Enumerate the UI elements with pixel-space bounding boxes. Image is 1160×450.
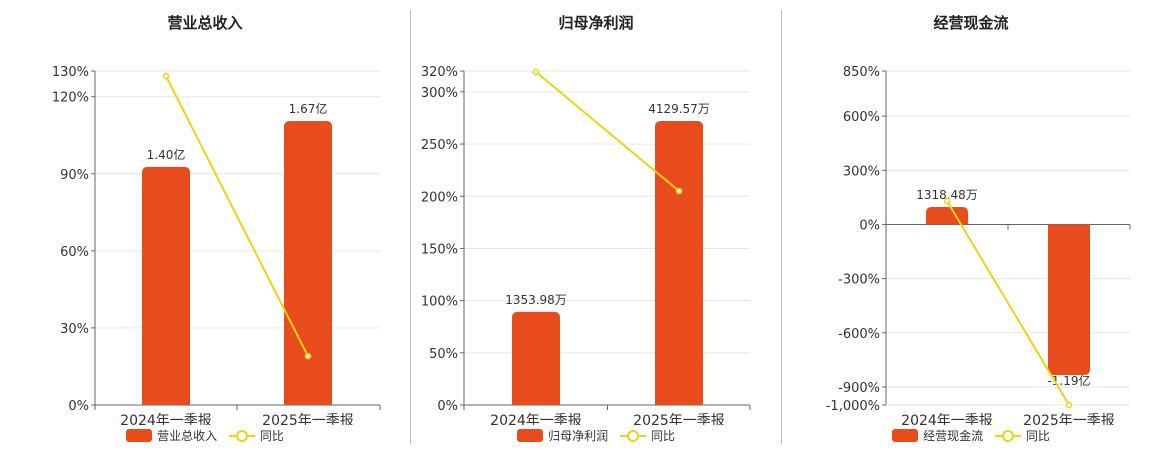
y-tick-label: 0% <box>437 399 458 414</box>
legend-item-line[interactable]: 同比 <box>228 427 284 444</box>
y-tick-label: 320% <box>421 65 458 80</box>
y-tick-label: 120% <box>52 91 89 106</box>
yoy-line <box>946 200 1070 406</box>
y-tick-label: 850% <box>843 65 880 80</box>
bar-swatch-icon <box>517 429 544 442</box>
bar <box>1048 224 1090 375</box>
y-tick-label: 100% <box>421 295 458 310</box>
y-tick-label: -1,000% <box>826 399 880 414</box>
y-tick-label: 130% <box>52 65 89 80</box>
net-profit-panel: 归母净利润 0% 50% 100% 150% 200% 250% 300% 320% 1353.… <box>411 0 781 450</box>
line-marker-icon <box>228 429 255 442</box>
yoy-line <box>165 75 309 357</box>
bar-data-label: 1.40亿 <box>147 147 186 162</box>
bar-data-label: 1353.98万 <box>505 293 567 307</box>
y-tick-label: -300% <box>838 273 880 288</box>
yoy-point <box>162 72 170 80</box>
y-tick-label: 90% <box>60 168 89 183</box>
legend-item-line[interactable]: 同比 <box>619 427 675 444</box>
line-marker-icon <box>994 429 1021 442</box>
yoy-point <box>675 187 683 195</box>
yoy-line <box>535 71 680 192</box>
chart-title: 经营现金流 <box>933 14 1009 32</box>
yoy-point <box>1065 401 1073 409</box>
legend-item-bar[interactable]: 营业总收入 <box>126 427 217 444</box>
legend-label: 同比 <box>1025 429 1050 443</box>
bar-data-label: -1.19亿 <box>1047 373 1090 388</box>
y-tick-label: 30% <box>60 322 89 337</box>
bar <box>284 121 332 405</box>
legend-label: 经营现金流 <box>923 429 984 443</box>
yoy-point <box>943 197 951 205</box>
y-tick-label: 250% <box>421 138 458 153</box>
legend: 归母净利润 同比 <box>411 427 781 444</box>
yoy-point <box>532 68 540 76</box>
y-tick-label: 150% <box>421 242 458 257</box>
legend-item-bar[interactable]: 经营现金流 <box>892 427 983 444</box>
y-tick-label: 300% <box>843 164 880 179</box>
x-tick-label: 2024年一季报 <box>120 413 212 425</box>
y-tick-label: 0% <box>859 218 880 233</box>
bar-swatch-icon <box>892 429 919 442</box>
line-marker-icon <box>619 429 646 442</box>
legend-label: 营业总收入 <box>157 429 218 443</box>
panel-divider <box>781 10 782 444</box>
legend: 营业总收入 同比 <box>0 427 410 444</box>
bar-data-label: 4129.57万 <box>648 102 710 116</box>
chart-title: 营业总收入 <box>167 14 243 32</box>
y-tick-label: 50% <box>429 347 458 362</box>
bar <box>926 207 968 225</box>
net-profit-chart: 0% 50% 100% 150% 200% 250% 300% 320% 1353.98万 412… <box>421 65 751 425</box>
bar <box>142 166 190 405</box>
y-tick-label: 200% <box>421 190 458 205</box>
bar <box>655 121 703 405</box>
legend: 经营现金流 同比 <box>782 427 1160 444</box>
chart-title: 归母净利润 <box>558 14 634 32</box>
bar-swatch-icon <box>126 429 153 442</box>
x-tick-label: 2024年一季报 <box>901 413 993 425</box>
y-tick-label: 60% <box>60 245 89 260</box>
cash-flow-chart: -1,000% -900% -600% -300% 0% 300% 600% 850% 1318… <box>826 65 1131 425</box>
x-tick-label: 2024年一季报 <box>490 413 582 425</box>
revenue-chart: 0% 30% 60% 90% 120% 130% 1.40亿 1.67亿 2024年一季报 202… <box>52 65 381 425</box>
x-tick-label: 2025年一季报 <box>1023 413 1115 425</box>
legend-label: 同比 <box>650 429 675 443</box>
y-tick-label: 0% <box>68 399 89 414</box>
y-tick-label: -900% <box>838 381 880 396</box>
panel-divider <box>410 10 411 444</box>
legend-label: 同比 <box>259 429 284 443</box>
yoy-point <box>304 352 312 360</box>
legend-item-bar[interactable]: 归母净利润 <box>517 427 608 444</box>
y-tick-label: 600% <box>843 110 880 125</box>
legend-label: 归母净利润 <box>548 429 609 443</box>
bar <box>512 311 560 405</box>
bar-data-label: 1318.48万 <box>916 188 978 202</box>
bar-data-label: 1.67亿 <box>289 101 328 116</box>
x-tick-label: 2025年一季报 <box>633 413 725 425</box>
y-tick-label: -600% <box>838 327 880 342</box>
revenue-panel: 营业总收入 0% 30% 60% 90% 120% 130% 1.40亿 1.67亿 2024年… <box>0 0 410 450</box>
y-tick-label: 300% <box>421 86 458 101</box>
x-tick-label: 2025年一季报 <box>262 413 354 425</box>
legend-item-line[interactable]: 同比 <box>994 427 1050 444</box>
cash-flow-panel: 经营现金流 -1,000% -900% -600% -300% 0% 300% 600% 85… <box>782 0 1160 450</box>
